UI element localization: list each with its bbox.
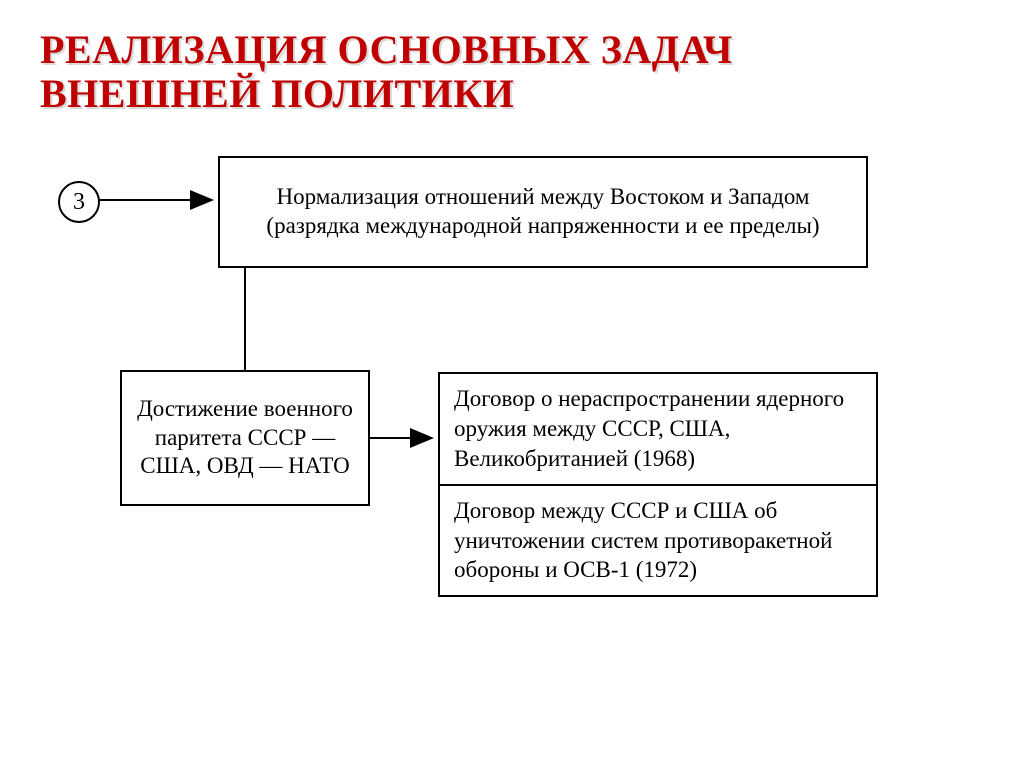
right-cell-0: Договор о нераспространении ядерного ору… xyxy=(440,374,876,484)
title-line2: ВНЕШНЕЙ ПОЛИТИКИ xyxy=(40,71,514,116)
page-title: РЕАЛИЗАЦИЯ ОСНОВНЫХ ЗАДАЧ ВНЕШНЕЙ ПОЛИТИ… xyxy=(40,28,733,116)
top-box: Нормализация отношений между Востоком и … xyxy=(218,156,868,268)
right-cell-1: Договор между СССР и США об уничтожении … xyxy=(440,484,876,596)
title-line1: РЕАЛИЗАЦИЯ ОСНОВНЫХ ЗАДАЧ xyxy=(40,27,733,72)
left-box: Достижение военного паритета СССР — США,… xyxy=(120,370,370,506)
top-box-text: Нормализация отношений между Востоком и … xyxy=(232,183,854,241)
step-circle: 3 xyxy=(58,181,100,223)
right-stack: Договор о нераспространении ядерного ору… xyxy=(438,372,878,597)
step-number: 3 xyxy=(73,189,85,216)
left-box-text: Достижение военного паритета СССР — США,… xyxy=(134,395,356,481)
